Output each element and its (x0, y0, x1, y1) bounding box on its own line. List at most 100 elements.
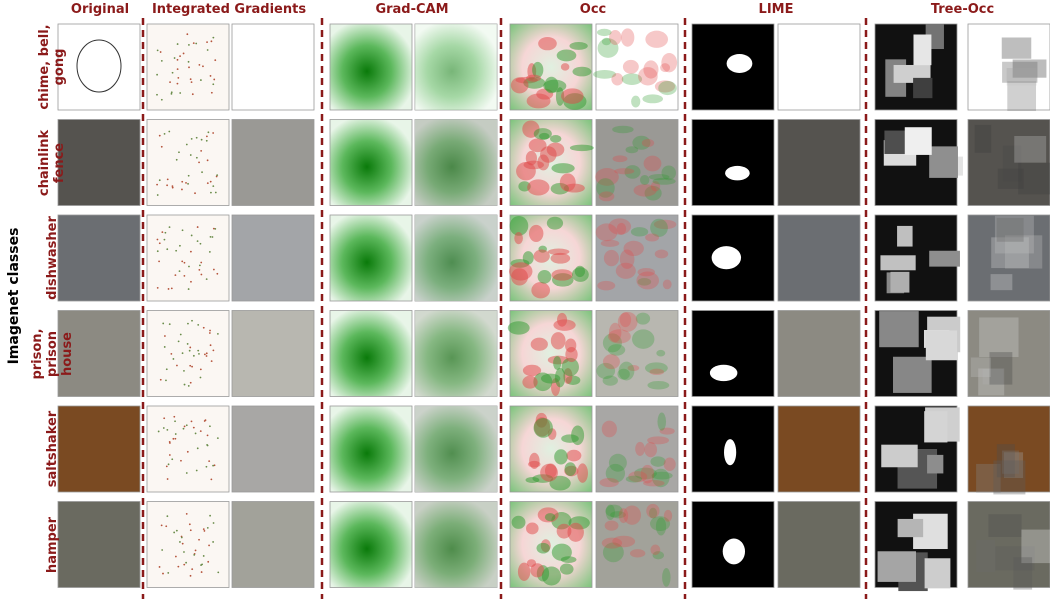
occ-blob (650, 218, 668, 237)
gradcam-tint (415, 406, 497, 492)
ig-dot (195, 469, 198, 472)
ig-dot (198, 538, 200, 541)
ig-dot (205, 352, 208, 355)
occ-blob (660, 63, 671, 73)
ig-dot (207, 560, 210, 563)
ig-dot (213, 78, 216, 81)
ig-dot (185, 472, 188, 474)
ig-dot (156, 238, 159, 241)
lime-segment (724, 439, 737, 466)
ig-dot (214, 191, 217, 194)
occ-blob (632, 329, 655, 349)
tree-segment (1005, 235, 1043, 269)
ig-dot (183, 551, 185, 553)
ig-overlay (231, 214, 315, 302)
tree-segment (881, 444, 918, 468)
column-header: Integrated Gradients (151, 2, 307, 17)
tree-segment (890, 271, 910, 293)
ig-dot (171, 185, 174, 187)
occ-blob (602, 375, 618, 386)
lime-mask (691, 119, 775, 206)
occ-blob (610, 511, 626, 519)
occ-blob (540, 463, 558, 482)
occ-blob (618, 508, 629, 524)
tree-segment (1006, 68, 1037, 86)
ig-dot (209, 235, 212, 238)
tree-occ-overlay (967, 501, 1050, 588)
occ-overlay (595, 405, 679, 493)
ig-dot (161, 231, 164, 234)
ig-dot (176, 364, 178, 367)
occ-blob (623, 240, 644, 257)
lime-segment (725, 165, 750, 181)
occ-blob (627, 364, 640, 372)
ig-dot (209, 180, 212, 183)
ig-dot (163, 417, 166, 420)
occ-blob (614, 168, 635, 175)
ig-dot (165, 465, 168, 468)
occ-overlay (595, 23, 679, 111)
occ-blob (572, 66, 592, 77)
ig-dot (204, 419, 207, 422)
ig-dot (178, 151, 180, 154)
gradcam-map (329, 405, 413, 493)
occ-blob (624, 165, 641, 179)
ig-dot (206, 526, 209, 529)
occ-blob (605, 504, 623, 518)
occ-blob (556, 49, 577, 62)
occ-blob (644, 185, 662, 201)
occ-blob (637, 278, 652, 286)
occ-blob (564, 462, 577, 477)
occ-blob (533, 418, 553, 438)
ig-dot (187, 322, 189, 325)
occ-blob (643, 479, 665, 487)
occ-blob (577, 463, 588, 483)
occ-blob (508, 262, 533, 281)
occ-blob (629, 549, 646, 558)
ig-dot (167, 463, 170, 466)
ig-dot (163, 346, 166, 348)
ig-dot (176, 82, 179, 85)
occ-blob (550, 134, 562, 143)
occ-blob (663, 509, 673, 522)
ig-dot (165, 525, 168, 528)
ig-dot (190, 234, 193, 237)
column-header: Original (70, 2, 130, 17)
ig-dot (177, 76, 180, 79)
ig-map (146, 214, 230, 302)
tree-segment (897, 518, 924, 538)
occ-blob (648, 173, 670, 181)
ig-dot (171, 71, 174, 74)
gradcam-map (329, 310, 413, 397)
ig-dot (163, 238, 166, 241)
ig-dot (171, 458, 174, 461)
occ-blob (596, 28, 612, 37)
ig-dot (191, 365, 193, 368)
tree-segment (997, 168, 1024, 189)
tree-segment (927, 454, 944, 474)
gradcam-tint (415, 215, 497, 301)
ig-dot (156, 93, 158, 96)
occ-blob (649, 368, 665, 376)
ig-dot (212, 83, 215, 86)
occ-blob (529, 452, 540, 470)
ig-dot (179, 333, 182, 336)
occ-blob (546, 216, 564, 230)
gradcam-map (329, 23, 413, 111)
occ-blob (604, 520, 619, 531)
ig-dot (158, 566, 161, 568)
ig-dot (162, 572, 164, 575)
ig-dot (168, 226, 171, 229)
gradcam-tint (415, 310, 497, 397)
occ-blob (565, 346, 578, 363)
occ-blob (642, 94, 664, 104)
ig-dot (190, 81, 193, 84)
ig-dot (183, 383, 186, 386)
ig-dot (170, 352, 173, 355)
ig-dot (212, 541, 215, 543)
ig-dot (160, 524, 163, 527)
occ-blob (650, 456, 666, 467)
occ-blob (600, 239, 620, 247)
